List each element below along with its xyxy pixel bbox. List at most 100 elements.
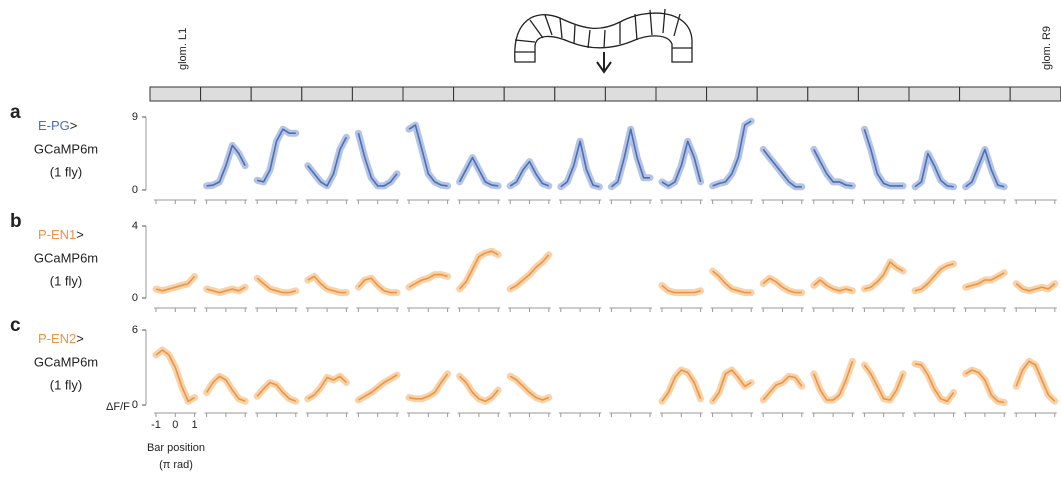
line-band bbox=[405, 121, 452, 190]
glomerulus bbox=[604, 86, 657, 102]
x-axis-unit: (π rad) bbox=[159, 459, 193, 471]
line bbox=[458, 156, 499, 187]
line bbox=[863, 364, 904, 401]
line bbox=[509, 375, 550, 401]
line-band bbox=[354, 129, 401, 190]
line bbox=[661, 284, 701, 294]
y-tick-label: 6 bbox=[132, 324, 138, 336]
glomerulus bbox=[453, 86, 505, 102]
y-tick-label: 0 bbox=[132, 184, 138, 196]
line bbox=[914, 263, 954, 292]
glomerulus bbox=[351, 86, 404, 102]
line bbox=[257, 128, 296, 183]
line bbox=[813, 279, 853, 292]
x-tick-label: 1 bbox=[192, 419, 198, 431]
driver-suffix: > bbox=[76, 331, 84, 346]
line bbox=[712, 270, 752, 294]
glomerulus bbox=[857, 86, 910, 102]
line-band bbox=[658, 281, 705, 297]
line-band bbox=[506, 251, 553, 293]
line bbox=[256, 277, 297, 294]
y-tick-label: 4 bbox=[132, 220, 138, 232]
line bbox=[256, 381, 297, 403]
line bbox=[560, 140, 600, 188]
line bbox=[610, 128, 650, 188]
line bbox=[307, 136, 348, 187]
line bbox=[155, 349, 196, 403]
driver-label: E-PG> bbox=[38, 118, 77, 133]
line bbox=[965, 148, 1005, 188]
line bbox=[357, 374, 398, 401]
line bbox=[813, 149, 853, 187]
line-band bbox=[860, 125, 907, 190]
glomerulus bbox=[301, 86, 353, 102]
x-tick-label: 0 bbox=[172, 419, 178, 431]
y-tick-label: 0 bbox=[132, 292, 138, 304]
line-band bbox=[810, 145, 856, 190]
line-band bbox=[405, 271, 452, 291]
line bbox=[914, 152, 954, 188]
driver-label: P-EN2> bbox=[38, 331, 84, 346]
panel-letter: a bbox=[10, 102, 21, 123]
line bbox=[965, 272, 1005, 288]
line bbox=[509, 160, 550, 187]
line-band bbox=[860, 361, 907, 404]
driver-name: P-EN2 bbox=[38, 331, 76, 346]
glomerulus bbox=[149, 86, 202, 102]
driver-label: P-EN1> bbox=[38, 227, 84, 242]
glom-left-label: glom. L1 bbox=[177, 28, 189, 70]
line bbox=[509, 254, 550, 290]
line bbox=[408, 273, 448, 288]
bridge-diagram bbox=[514, 8, 693, 74]
glomerulus bbox=[402, 86, 455, 102]
line bbox=[712, 120, 752, 187]
line-band bbox=[304, 133, 350, 190]
n-label: (1 fly) bbox=[50, 377, 83, 392]
glomerulus bbox=[807, 86, 859, 102]
glomerulus bbox=[1009, 86, 1061, 102]
x-tick-label: -1 bbox=[151, 419, 161, 431]
glomerulus bbox=[756, 86, 809, 102]
line bbox=[408, 373, 449, 400]
line bbox=[1015, 282, 1056, 292]
y-axis-label: ΔF/F bbox=[106, 401, 130, 413]
line bbox=[711, 369, 752, 402]
glom-right-label: glom. R9 bbox=[1041, 26, 1053, 70]
line-band bbox=[759, 372, 806, 404]
line-band bbox=[152, 346, 199, 405]
line-band bbox=[709, 117, 755, 190]
line bbox=[459, 250, 499, 290]
line bbox=[357, 132, 398, 187]
line-band bbox=[557, 137, 603, 191]
line-band bbox=[759, 274, 806, 297]
line-band bbox=[810, 357, 856, 404]
x-axis-label: Bar position bbox=[147, 442, 205, 454]
panel-letter: b bbox=[10, 211, 22, 232]
line bbox=[813, 361, 854, 401]
indicator-label: GCaMP6m bbox=[34, 250, 98, 265]
line bbox=[307, 375, 347, 400]
line-band bbox=[911, 360, 958, 405]
line bbox=[408, 124, 448, 187]
line-band bbox=[304, 272, 350, 297]
indicator-label: GCaMP6m bbox=[34, 141, 98, 156]
line bbox=[914, 363, 955, 403]
line-band bbox=[962, 366, 1008, 406]
line bbox=[459, 375, 499, 403]
line bbox=[762, 148, 802, 188]
line bbox=[661, 140, 702, 187]
line bbox=[357, 277, 397, 294]
line-band bbox=[253, 125, 300, 186]
line bbox=[661, 369, 702, 402]
line bbox=[205, 375, 246, 403]
glomerulus bbox=[959, 86, 1011, 102]
line-band bbox=[759, 145, 806, 191]
line bbox=[762, 375, 803, 401]
y-tick-label: 9 bbox=[132, 111, 138, 123]
glomerulus bbox=[706, 86, 758, 102]
line bbox=[864, 261, 904, 290]
line-band bbox=[405, 370, 452, 403]
glomerulus bbox=[250, 86, 303, 102]
line bbox=[307, 275, 347, 294]
